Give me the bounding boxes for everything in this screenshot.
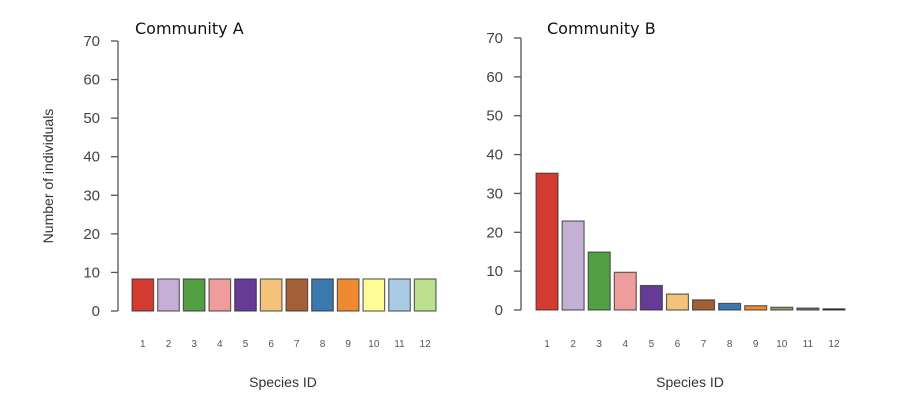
bar-species-5 [234,278,257,312]
x-tick-label: 3 [191,339,197,350]
bar-species-1 [535,172,559,311]
bar-species-11 [796,307,820,311]
bar-species-7 [691,299,716,311]
y-tick-label: 10 [83,264,100,281]
y-tick-label: 30 [83,187,100,204]
x-tick-label: 9 [345,339,351,350]
bar-species-12 [413,278,437,312]
bar-species-2 [561,220,585,311]
bar-species-4 [208,278,232,312]
x-axis-label: Species ID [656,374,724,390]
bar-species-2 [157,278,180,312]
x-tick-label: 4 [217,339,223,350]
panel-title: Community B [547,19,656,38]
bar-species-10 [362,278,386,312]
x-tick-label: 2 [570,339,576,350]
x-tick-label: 10 [776,339,788,350]
y-tick-label: 60 [486,69,503,86]
bar-species-7 [285,278,309,312]
x-tick-label: 1 [544,339,550,350]
bar-species-5 [639,284,663,311]
y-tick-label: 20 [486,224,503,241]
bar-species-4 [613,271,637,311]
x-tick-label: 10 [368,339,380,350]
y-tick-label: 70 [83,33,100,50]
y-tick-label: 0 [92,303,100,320]
x-tick-label: 6 [675,339,681,350]
x-tick-label: 12 [828,339,840,350]
x-tick-label: 8 [727,339,733,350]
x-tick-label: 9 [753,339,759,350]
bar-species-8 [311,278,334,312]
y-tick-label: 40 [486,147,503,164]
bar-species-9 [744,305,768,311]
bar-species-6 [259,278,283,312]
x-tick-label: 11 [803,339,814,350]
y-tick-label: 70 [486,30,503,47]
x-tick-label: 7 [294,339,300,350]
x-tick-label: 4 [623,339,629,350]
y-tick-label: 60 [83,72,100,89]
bar-species-11 [388,278,411,312]
y-tick-label: 50 [486,108,503,125]
x-tick-label: 12 [420,339,432,350]
x-tick-label: 1 [140,339,146,350]
bar-species-12 [822,308,846,311]
bar-species-3 [182,278,206,312]
x-tick-label: 11 [394,339,405,350]
y-tick-label: 40 [83,149,100,166]
y-tick-label: 10 [486,263,503,280]
x-tick-label: 2 [166,339,172,350]
y-tick-label: 30 [486,185,503,202]
x-tick-label: 8 [320,339,326,350]
bar-species-9 [336,278,360,312]
y-tick-label: 20 [83,226,100,243]
x-tick-label: 5 [243,339,249,350]
y-axis-label: Number of individuals [40,109,56,244]
x-tick-label: 7 [701,339,707,350]
x-tick-label: 5 [649,339,655,350]
y-tick-label: 50 [83,110,100,127]
bar-species-3 [587,251,611,311]
bar-species-1 [131,278,155,312]
x-axis-label: Species ID [249,374,317,390]
bar-species-8 [718,302,742,311]
panel-title: Community A [135,19,244,38]
x-tick-label: 3 [596,339,602,350]
x-tick-label: 6 [268,339,274,350]
bar-species-6 [665,293,690,311]
panel-community-a: Community A Species ID Number of individ… [40,19,437,390]
y-tick-label: 0 [495,302,503,319]
bar-species-10 [770,306,794,311]
